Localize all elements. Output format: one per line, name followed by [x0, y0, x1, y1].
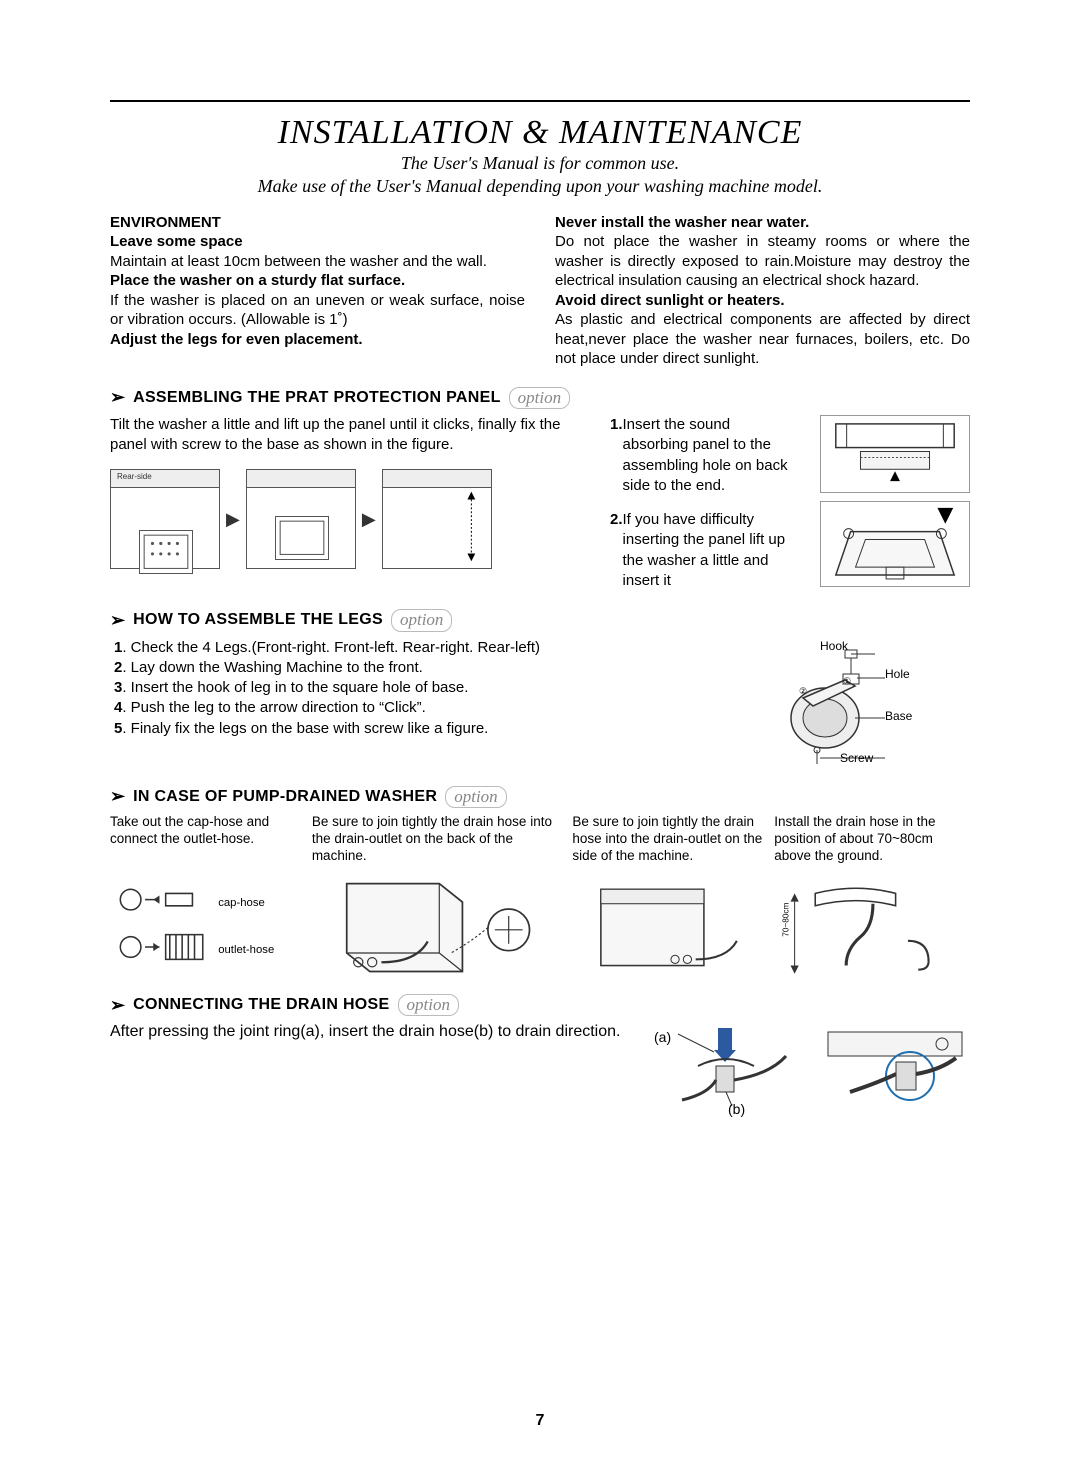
drain-figures: (a) (b) [658, 1022, 970, 1114]
label-base: Base [885, 708, 912, 724]
label-a: (a) [654, 1028, 671, 1046]
chevron-right-icon: ➢ [110, 995, 125, 1016]
pump-figure-height: 70~80cm [774, 880, 970, 976]
label-b: (b) [728, 1100, 745, 1118]
subtitle-1: The User's Manual is for common use. [110, 152, 970, 175]
label-hole: Hole [885, 666, 910, 682]
env-subhead-surface: Place the washer on a sturdy flat surfac… [110, 271, 525, 291]
panel-insert-figure [820, 415, 970, 493]
step-text: . Insert the hook of leg in to the squar… [122, 679, 468, 696]
section-label-legs: HOW TO ASSEMBLE THE LEGS [133, 611, 383, 629]
list-item: 5. Finaly fix the legs on the base with … [114, 719, 670, 739]
pump-figure-back-outlet [312, 880, 567, 976]
pump-col-1: Take out the cap-hose and connect the ou… [110, 814, 306, 976]
pump-col-4: Install the drain hose in the position o… [774, 814, 970, 976]
svg-text:outlet-hose: outlet-hose [218, 944, 274, 956]
washer-figure-row: Rear-side ▶ ▶ [110, 464, 590, 574]
arrow-right-icon: ▶ [226, 507, 240, 531]
chevron-right-icon: ➢ [110, 786, 125, 807]
env-subhead-legs: Adjust the legs for even placement. [110, 330, 525, 350]
pump-figure-cap-hose: cap-hose outlet-hose [110, 880, 306, 976]
label-hook: Hook [820, 638, 848, 654]
list-item: 3. Insert the hook of leg in to the squa… [114, 678, 670, 698]
drain-figure-a: (a) (b) [658, 1022, 808, 1114]
option-tag: option [509, 387, 570, 409]
step-text: . Finaly fix the legs on the base with s… [122, 720, 488, 737]
option-tag: option [445, 786, 506, 808]
step-number: 2. [610, 510, 623, 591]
option-tag: option [391, 609, 452, 631]
step-text: If you have difficulty inserting the pan… [623, 510, 800, 591]
legs-row: 1. Check the 4 Legs.(Front-right. Front-… [110, 638, 970, 768]
step-number: 1. [610, 415, 623, 496]
env-text-water: Do not place the washer in steamy rooms … [555, 232, 970, 291]
drain-text: After pressing the joint ring(a), insert… [110, 1022, 638, 1043]
drain-figure-b [820, 1022, 970, 1114]
panel-right-figures [820, 415, 970, 591]
step-text: . Lay down the Washing Machine to the fr… [122, 659, 422, 676]
panel-lift-figure [820, 501, 970, 587]
pump-figure-side-outlet [572, 880, 768, 976]
option-tag: option [398, 994, 459, 1016]
pump-grid: Take out the cap-hose and connect the ou… [110, 814, 970, 976]
environment-block: ENVIRONMENT Leave some space Maintain at… [110, 213, 970, 369]
legs-figure: ① ② Hook Hole Base Screw [690, 638, 970, 768]
section-head-panel: ➢ ASSEMBLING THE PRAT PROTECTION PANEL o… [110, 387, 970, 409]
list-item: 4. Push the leg to the arrow direction t… [114, 698, 670, 718]
section-head-drain: ➢ CONNECTING THE DRAIN HOSE option [110, 994, 970, 1016]
pump-text: Be sure to join tightly the drain hose i… [312, 814, 567, 876]
pump-text: Install the drain hose in the position o… [774, 814, 970, 876]
pump-text: Be sure to join tightly the drain hose i… [572, 814, 768, 876]
pump-col-3: Be sure to join tightly the drain hose i… [572, 814, 768, 976]
panel-left: Tilt the washer a little and lift up the… [110, 415, 590, 591]
svg-text:①: ① [843, 676, 851, 686]
section-label-pump: IN CASE OF PUMP-DRAINED WASHER [133, 788, 437, 806]
washer-step-3-figure [382, 469, 492, 569]
page-number: 7 [0, 1412, 1080, 1430]
env-subhead-water: Never install the washer near water. [555, 213, 970, 233]
section-label-drain: CONNECTING THE DRAIN HOSE [133, 996, 389, 1014]
top-rule [110, 100, 970, 102]
rear-side-label: Rear-side [117, 472, 152, 483]
legs-steps: 1. Check the 4 Legs.(Front-right. Front-… [110, 638, 670, 768]
chevron-right-icon: ➢ [110, 610, 125, 631]
section-head-legs: ➢ HOW TO ASSEMBLE THE LEGS option [110, 609, 970, 631]
step-text: . Check the 4 Legs.(Front-right. Front-l… [122, 639, 540, 656]
panel-mid-steps: 1. Insert the sound absorbing panel to t… [610, 415, 800, 591]
pump-text: Take out the cap-hose and connect the ou… [110, 814, 306, 876]
step-text: Insert the sound absorbing panel to the … [623, 415, 800, 496]
svg-text:②: ② [799, 686, 807, 696]
panel-instruction-text: Tilt the washer a little and lift up the… [110, 415, 590, 456]
washer-step-1-figure: Rear-side [110, 469, 220, 569]
svg-text:70~80cm: 70~80cm [782, 902, 791, 936]
pump-col-2: Be sure to join tightly the drain hose i… [312, 814, 567, 976]
step-text: . Push the leg to the arrow direction to… [122, 699, 425, 716]
environment-right-column: Never install the washer near water. Do … [555, 213, 970, 369]
page-title: INSTALLATION & MAINTENANCE [110, 114, 970, 152]
list-item: 1. Check the 4 Legs.(Front-right. Front-… [114, 638, 670, 658]
env-text-space: Maintain at least 10cm between the washe… [110, 252, 525, 272]
arrow-right-icon: ▶ [362, 507, 376, 531]
env-subhead-heat: Avoid direct sunlight or heaters. [555, 291, 970, 311]
section-head-pump: ➢ IN CASE OF PUMP-DRAINED WASHER option [110, 786, 970, 808]
environment-left-column: ENVIRONMENT Leave some space Maintain at… [110, 213, 525, 369]
svg-text:cap-hose: cap-hose [218, 896, 265, 908]
env-text-heat: As plastic and electrical components are… [555, 310, 970, 369]
list-item: 2. Lay down the Washing Machine to the f… [114, 658, 670, 678]
section-label-panel: ASSEMBLING THE PRAT PROTECTION PANEL [133, 389, 501, 407]
chevron-right-icon: ➢ [110, 387, 125, 408]
label-screw: Screw [840, 750, 873, 766]
manual-page: INSTALLATION & MAINTENANCE The User's Ma… [0, 0, 1080, 1470]
subtitle-2: Make use of the User's Manual depending … [110, 175, 970, 198]
drain-row: After pressing the joint ring(a), insert… [110, 1022, 970, 1114]
panel-assembly-row: Tilt the washer a little and lift up the… [110, 415, 970, 591]
washer-step-2-figure [246, 469, 356, 569]
env-subhead-space: Leave some space [110, 232, 525, 252]
env-heading: ENVIRONMENT [110, 213, 525, 233]
env-text-surface: If the washer is placed on an uneven or … [110, 291, 525, 330]
